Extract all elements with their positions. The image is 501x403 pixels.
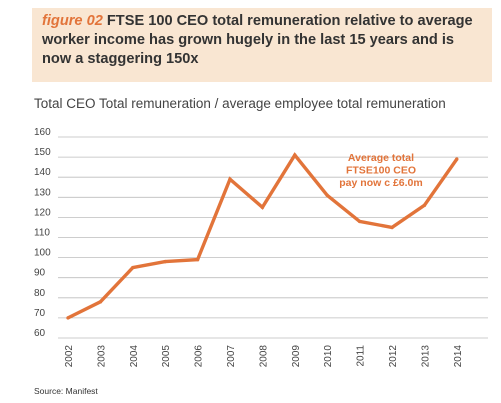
x-tick-label: 2010	[323, 345, 334, 368]
y-tick-label: 70	[34, 308, 46, 319]
x-tick-label: 2005	[161, 345, 172, 368]
data-point	[131, 265, 135, 270]
data-point	[260, 205, 265, 210]
y-tick-label: 160	[34, 127, 51, 138]
figure-label: figure 02	[42, 13, 103, 29]
y-tick-label: 60	[34, 328, 46, 339]
data-point	[455, 157, 459, 161]
x-tick-label: 2009	[291, 345, 302, 368]
y-tick-label: 120	[34, 207, 51, 218]
y-tick-label: 80	[34, 288, 46, 299]
y-tick-label: 110	[34, 228, 50, 239]
data-point	[163, 259, 167, 264]
annotation-text: Average total FTSE100 CEO pay now c £6.0m	[339, 152, 422, 189]
data-point	[325, 193, 329, 197]
chart-title: Total CEO Total remuneration / average e…	[34, 96, 446, 111]
header-box	[32, 8, 492, 82]
data-point	[228, 177, 232, 181]
y-tick-label: 150	[34, 147, 51, 158]
data-point	[98, 300, 103, 304]
figure-heading: figure 02 FTSE 100 CEO total remuneratio…	[42, 12, 482, 69]
x-tick-label: 2011	[356, 345, 367, 367]
figure-title: FTSE 100 CEO total remuneration relative…	[42, 13, 473, 67]
data-point	[422, 203, 427, 208]
source-note: Source: Manifest	[34, 386, 98, 396]
y-tick-label: 130	[34, 187, 51, 198]
x-tick-label: 2007	[226, 345, 237, 368]
data-point	[390, 225, 394, 230]
data-point	[66, 316, 70, 320]
data-point	[195, 257, 200, 262]
x-tick-label: 2003	[96, 345, 107, 368]
y-tick-label: 140	[34, 167, 51, 178]
x-tick-label: 2013	[420, 345, 431, 368]
x-tick-label: 2012	[388, 345, 399, 368]
data-point	[357, 219, 362, 224]
data-point	[293, 153, 297, 157]
y-tick-label: 90	[34, 268, 46, 279]
y-tick-label: 100	[34, 248, 51, 259]
x-tick-label: 2002	[64, 345, 75, 368]
x-tick-label: 2008	[258, 345, 269, 368]
x-tick-label: 2006	[194, 345, 205, 368]
x-tick-label: 2014	[453, 345, 464, 368]
x-tick-label: 2004	[129, 345, 140, 368]
